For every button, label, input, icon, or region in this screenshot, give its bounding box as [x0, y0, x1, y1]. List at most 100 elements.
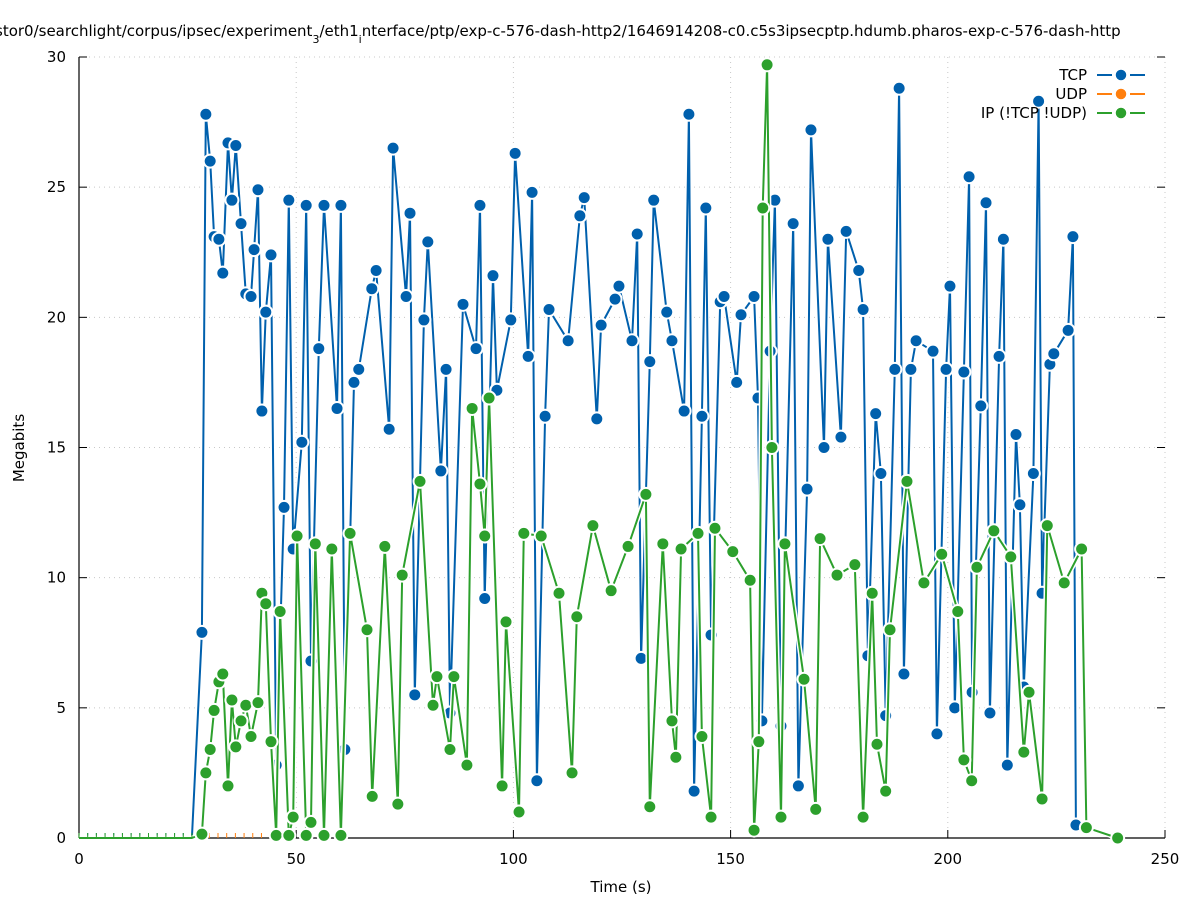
data-point: [416, 312, 432, 328]
series-ip-tcp-udp: [78, 57, 1126, 846]
data-point: [368, 262, 384, 278]
data-point: [659, 304, 675, 320]
data-point: [585, 518, 601, 534]
x-tick-label: 200: [933, 850, 962, 868]
data-point: [829, 567, 845, 583]
data-point: [1034, 791, 1050, 807]
data-point: [882, 622, 898, 638]
data-point: [664, 333, 680, 349]
series-layer: [78, 57, 1126, 846]
data-point: [333, 827, 349, 843]
legend-marker: [1114, 68, 1128, 82]
x-axis-label: Time (s): [590, 878, 652, 896]
data-point: [507, 145, 523, 161]
data-point: [969, 559, 985, 575]
data-point: [464, 400, 480, 416]
data-point: [477, 590, 493, 606]
x-tick-label: 0: [74, 850, 84, 868]
data-point: [364, 281, 380, 297]
data-point: [194, 826, 210, 842]
legend-item: UDP: [1055, 85, 1145, 103]
data-point: [1008, 426, 1024, 442]
data-point: [385, 140, 401, 156]
data-point: [224, 192, 240, 208]
data-point: [246, 242, 262, 258]
data-point: [716, 289, 732, 305]
legend-label: UDP: [1055, 85, 1087, 103]
data-point: [472, 476, 488, 492]
data-point: [982, 705, 998, 721]
data-point: [808, 801, 824, 817]
data-point: [942, 278, 958, 294]
data-point: [864, 585, 880, 601]
data-point: [285, 809, 301, 825]
data-point: [394, 567, 410, 583]
data-point: [676, 403, 692, 419]
data-point: [1056, 575, 1072, 591]
data-point: [868, 406, 884, 422]
series-line: [79, 87, 1077, 839]
data-point: [569, 609, 585, 625]
data-point: [603, 583, 619, 599]
data-point: [263, 247, 279, 263]
data-point: [655, 536, 671, 552]
data-point: [593, 317, 609, 333]
data-point: [925, 343, 941, 359]
data-point: [407, 687, 423, 703]
y-tick-label: 15: [47, 439, 66, 457]
y-tick-label: 5: [56, 699, 66, 717]
data-point: [855, 809, 871, 825]
data-point: [524, 184, 540, 200]
data-point: [1025, 466, 1041, 482]
data-point: [790, 778, 806, 794]
x-tick-label: 100: [499, 850, 528, 868]
data-point: [668, 749, 684, 765]
data-point: [455, 296, 471, 312]
data-point: [589, 411, 605, 427]
data-point: [742, 572, 758, 588]
data-point: [250, 695, 266, 711]
data-point: [964, 773, 980, 789]
data-point: [851, 262, 867, 278]
tick-labels: 0 5 10 15 20 25 30 0 50 100 150 200 250: [47, 48, 1179, 868]
data-point: [986, 523, 1002, 539]
data-point: [238, 697, 254, 713]
data-point: [899, 473, 915, 489]
y-tick-label: 20: [47, 308, 66, 326]
data-point: [978, 195, 994, 211]
data-point: [624, 333, 640, 349]
data-point: [638, 486, 654, 502]
data-point: [215, 265, 231, 281]
data-point: [324, 541, 340, 557]
data-point: [887, 361, 903, 377]
data-point: [529, 773, 545, 789]
data-point: [303, 814, 319, 830]
data-point: [364, 788, 380, 804]
data-point: [694, 408, 710, 424]
data-point: [346, 374, 362, 390]
data-point: [477, 528, 493, 544]
data-point: [929, 726, 945, 742]
data-point: [916, 575, 932, 591]
data-point: [498, 614, 514, 630]
x-tick-label: 150: [716, 850, 745, 868]
data-point: [820, 231, 836, 247]
data-point: [764, 440, 780, 455]
data-point: [869, 736, 885, 752]
data-point: [934, 546, 950, 562]
data-point: [664, 713, 680, 729]
data-point: [468, 341, 484, 357]
data-point: [281, 827, 297, 843]
data-point: [755, 200, 771, 216]
data-point: [746, 289, 762, 305]
data-point: [1012, 497, 1028, 513]
data-point: [429, 669, 445, 685]
data-point: [576, 190, 592, 206]
data-point: [194, 624, 210, 640]
data-point: [1060, 322, 1076, 338]
data-point: [329, 400, 345, 416]
y-tick-label: 25: [47, 178, 66, 196]
data-point: [950, 604, 966, 620]
data-point: [485, 268, 501, 284]
data-point: [1003, 549, 1019, 565]
